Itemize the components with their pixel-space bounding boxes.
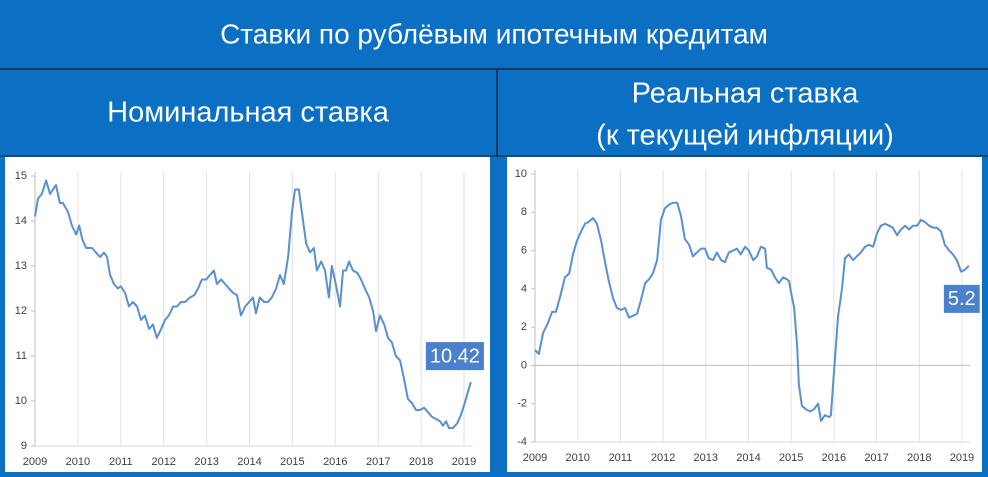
x-tick-label: 2009 <box>23 456 47 468</box>
chart-panel <box>507 157 982 472</box>
y-tick-label: 15 <box>15 170 27 182</box>
x-tick-label: 2017 <box>864 452 888 464</box>
page-title: Ставки по рублёвым ипотечным кредитам <box>220 18 768 49</box>
y-tick-label: -2 <box>517 398 527 410</box>
x-tick-label: 2017 <box>366 456 390 468</box>
x-tick-label: 2013 <box>194 456 218 468</box>
data-label-box <box>425 342 484 371</box>
y-tick-label: 0 <box>521 359 527 371</box>
chart-subtitle: (к текущей инфляции) <box>596 120 894 152</box>
x-tick-label: 2010 <box>66 456 90 468</box>
y-tick-label: 4 <box>521 283 527 295</box>
y-tick-label: 9 <box>21 440 27 452</box>
x-tick-label: 2010 <box>565 452 589 464</box>
chart-panel <box>5 157 490 472</box>
y-tick-label: 14 <box>15 215 27 227</box>
x-tick-label: 2009 <box>523 452 547 464</box>
chart-title: Номинальная ставка <box>107 97 390 129</box>
data-label: 5.2 <box>948 288 976 310</box>
x-tick-label: 2014 <box>736 452 760 464</box>
x-tick-label: 2019 <box>452 456 476 468</box>
data-line <box>534 201 970 422</box>
y-tick-label: 2 <box>521 321 527 333</box>
data-label: 10.42 <box>430 345 480 367</box>
x-tick-label: 2012 <box>651 452 675 464</box>
x-tick-label: 2019 <box>950 452 974 464</box>
data-line <box>34 179 472 429</box>
x-tick-label: 2018 <box>409 456 433 468</box>
y-tick-label: -4 <box>517 436 527 448</box>
data-label-box <box>943 284 980 313</box>
x-tick-label: 2012 <box>151 456 175 468</box>
y-tick-label: 11 <box>16 350 27 362</box>
x-tick-label: 2015 <box>779 452 803 464</box>
y-tick-label: 10 <box>15 395 27 407</box>
y-tick-label: 12 <box>15 305 27 317</box>
y-tick-label: 8 <box>521 206 527 218</box>
x-tick-label: 2011 <box>609 452 633 464</box>
x-tick-label: 2011 <box>109 456 133 468</box>
chart-title: Реальная ставка <box>632 78 860 110</box>
x-tick-label: 2016 <box>822 452 846 464</box>
x-tick-label: 2018 <box>907 452 931 464</box>
x-tick-label: 2016 <box>323 456 347 468</box>
y-tick-label: 6 <box>521 244 527 256</box>
x-tick-label: 2015 <box>280 456 304 468</box>
y-tick-label: 10 <box>515 168 527 180</box>
x-tick-label: 2014 <box>237 456 261 468</box>
y-tick-label: 13 <box>15 260 27 272</box>
x-tick-label: 2013 <box>694 452 718 464</box>
